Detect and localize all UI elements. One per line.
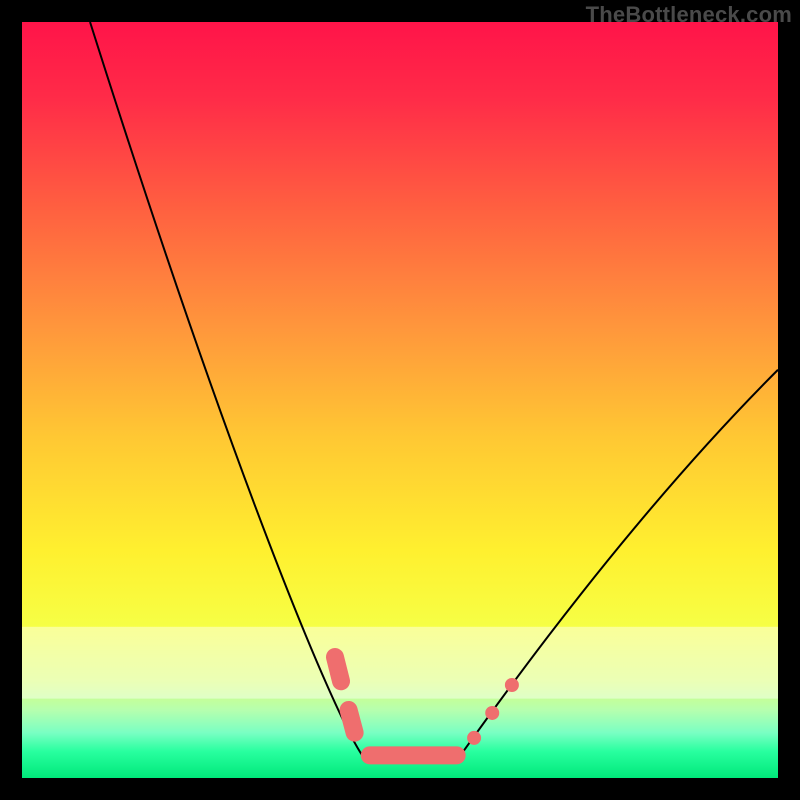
marker-dot xyxy=(485,706,499,720)
marker-dot xyxy=(505,678,519,692)
chart-frame: TheBottleneck.com xyxy=(0,0,800,800)
bottleneck-chart xyxy=(0,0,800,800)
watermark-text: TheBottleneck.com xyxy=(586,2,792,28)
marker-capsule xyxy=(349,710,355,733)
marker-dot xyxy=(467,731,481,745)
marker-capsule xyxy=(335,657,341,681)
pale-band xyxy=(22,627,778,699)
